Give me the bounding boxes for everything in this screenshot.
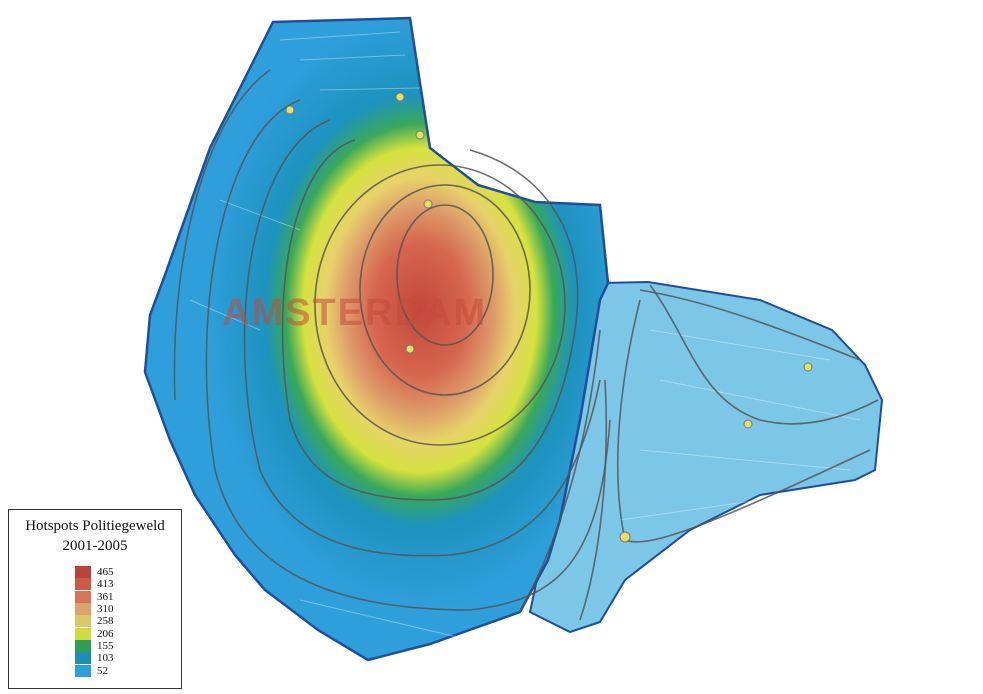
contour-lines [173,69,879,621]
legend-item: 310 [75,603,114,616]
hotspot-marker [405,344,415,354]
hotspot-marker [395,92,405,102]
legend-item: 155 [75,639,114,652]
legend-value: 310 [97,603,114,616]
hotspot-marker [285,105,295,115]
legend-value: 155 [97,639,114,652]
legend-swatch [75,652,91,665]
legend-swatch [75,615,91,628]
legend-item: 206 [75,627,114,640]
legend-swatch [75,590,91,603]
hotspot-marker [415,130,425,140]
legend-item: 413 [75,578,114,591]
legend-item: 258 [75,615,114,628]
legend-value: 413 [97,578,114,591]
legend-item: 52 [75,664,114,677]
legend-item: 465 [75,566,114,579]
legend-value: 206 [97,627,114,640]
legend-swatch [75,578,91,591]
legend-item: 361 [75,590,114,603]
city-label: AMSTERDAM [222,292,487,334]
legend-swatch [75,566,91,579]
legend-subtitle: 2001-2005 [62,538,128,554]
legend-value: 52 [97,664,108,677]
legend-swatch [75,627,91,640]
legend-swatch [75,603,91,616]
legend-items: 465 413 361 310 258 206 155 103 [75,566,114,677]
legend-swatch [75,664,91,677]
legend-swatch [75,639,91,652]
hotspot-markers [285,92,813,543]
hotspot-marker [803,362,813,372]
legend-value: 465 [97,566,114,579]
hotspot-marker [743,419,753,429]
main-district [143,16,610,662]
hotspot-marker [423,199,433,209]
legend: Hotspots Politiegeweld 2001-2005 465 413… [8,509,182,689]
legend-value: 258 [97,615,114,628]
east-district [528,280,884,634]
legend-value: 103 [97,652,114,665]
hotspot-marker [619,531,631,543]
legend-item: 103 [75,652,114,665]
legend-title: Hotspots Politiegeweld [25,518,165,534]
legend-value: 361 [97,590,114,603]
